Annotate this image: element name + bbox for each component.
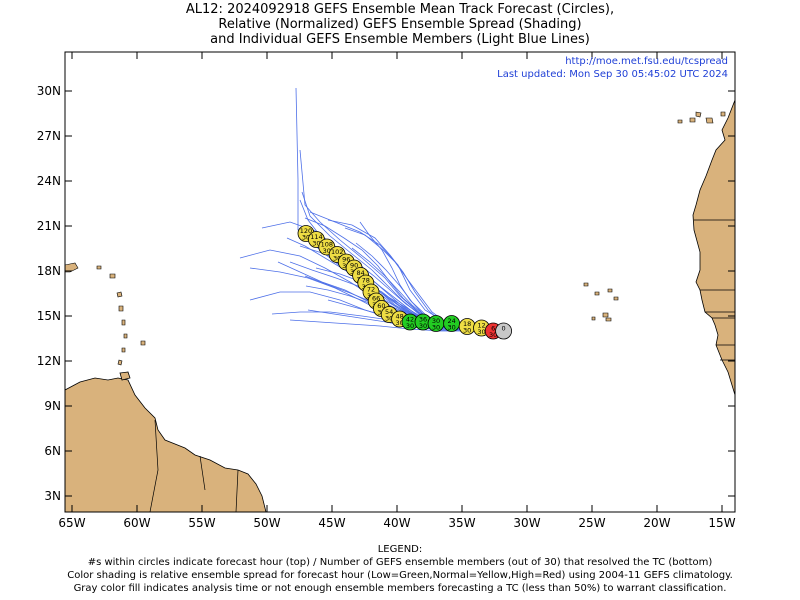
lon-label: 45W [318,516,345,530]
title-line-1: AL12: 2024092918 GEFS Ensemble Mean Trac… [185,2,615,17]
island-canary [677,111,726,124]
lon-label: 15W [708,516,735,530]
member-count-label: 30 [333,255,341,263]
lat-label: 30N [37,84,61,98]
forecast-hour-label: 102 [331,248,343,256]
forecast-hour-label: 36 [419,316,427,324]
forecast-hour-label: 120 [300,227,312,235]
land-layer [65,99,735,512]
lat-label: 27N [37,129,61,143]
track-circle [495,322,513,340]
member-count-label: 30 [323,247,331,255]
south-america-land [65,377,267,512]
lon-label: 20W [643,516,670,530]
lon-label: 60W [123,516,150,530]
country-borders [694,219,735,361]
lon-label: 55W [188,516,215,530]
track-point: 0 [495,322,513,340]
forecast-hour-label: 12 [477,322,485,330]
forecast-hour-label: 90 [350,262,358,270]
legend-line-1: #s within circles indicate forecast hour… [87,557,713,568]
lat-label: 15N [37,309,61,323]
forecast-hour-label: 18 [463,320,471,328]
forecast-hour-label: 114 [310,233,322,241]
map-axes: 30N 27N 24N 21N 18N 15N 12N 9N 6N 3N 65W 60W 55W 50W 4… [37,52,736,530]
forecast-hour-label: 54 [385,308,393,316]
forecast-hour-label: 108 [321,241,333,249]
member-count-label: 30 [463,327,471,335]
map-frame [64,51,736,513]
lat-label: 24N [37,174,61,188]
title-line-3: and Individual GEFS Ensemble Members (Li… [210,32,590,47]
member-count-label: 30 [489,331,497,339]
lon-label: 50W [253,516,280,530]
island-cape-verde [583,282,619,322]
island-trinidad [119,371,131,381]
lon-label: 30W [513,516,540,530]
legend-line-3: Gray color fill indicates analysis time … [73,583,727,594]
forecast-hour-label: 72 [367,286,375,294]
member-count-label: 30 [302,234,310,242]
forecast-hour-label: 0 [502,325,506,333]
lon-label: 40W [383,516,410,530]
forecast-hour-label: 96 [342,256,350,264]
lat-label: 9N [44,399,61,413]
member-count-label: 30 [395,319,403,327]
lat-label: 6N [44,444,61,458]
map-ocean [65,52,735,512]
member-count-label: 30 [406,322,414,330]
forecast-hour-label: 84 [356,269,364,277]
forecast-hour-label: 42 [406,316,414,324]
lat-label: 18N [37,264,61,278]
legend-line-2: Color shading is relative ensemble sprea… [67,570,733,581]
lat-label: 21N [37,219,61,233]
sa-borders [149,419,239,512]
member-count-label: 30 [312,240,320,248]
forecast-hour-label: 24 [447,317,455,325]
lon-label: 65W [58,516,85,530]
lat-label: 12N [37,354,61,368]
title-line-2: Relative (Normalized) GEFS Ensemble Spre… [218,17,582,32]
forecast-hour-label: 60 [377,302,385,310]
member-count-label: 30 [385,315,393,323]
forecast-hour-label: 48 [395,313,403,321]
info-updated: Last updated: Mon Sep 30 05:45:02 UTC 20… [497,69,728,80]
forecast-hour-label: 30 [432,317,440,325]
lon-label: 25W [578,516,605,530]
forecast-hour-label: 78 [362,277,370,285]
forecast-hour-label: 66 [372,295,380,303]
mean-track-circles: 1203011430108301023096309030843078307230… [297,225,513,340]
info-url[interactable]: http://moe.met.fsu.edu/tcspread [565,56,728,67]
lat-label: 3N [44,489,61,503]
member-count-label: 30 [419,322,427,330]
member-count-label: 30 [477,328,485,336]
island-chain [65,262,146,366]
forecast-hour-label: 6 [491,325,495,333]
member-count-label: 30 [432,324,440,332]
legend-heading: LEGEND: [377,544,423,555]
member-count-label: 30 [447,324,455,332]
lon-label: 35W [448,516,475,530]
